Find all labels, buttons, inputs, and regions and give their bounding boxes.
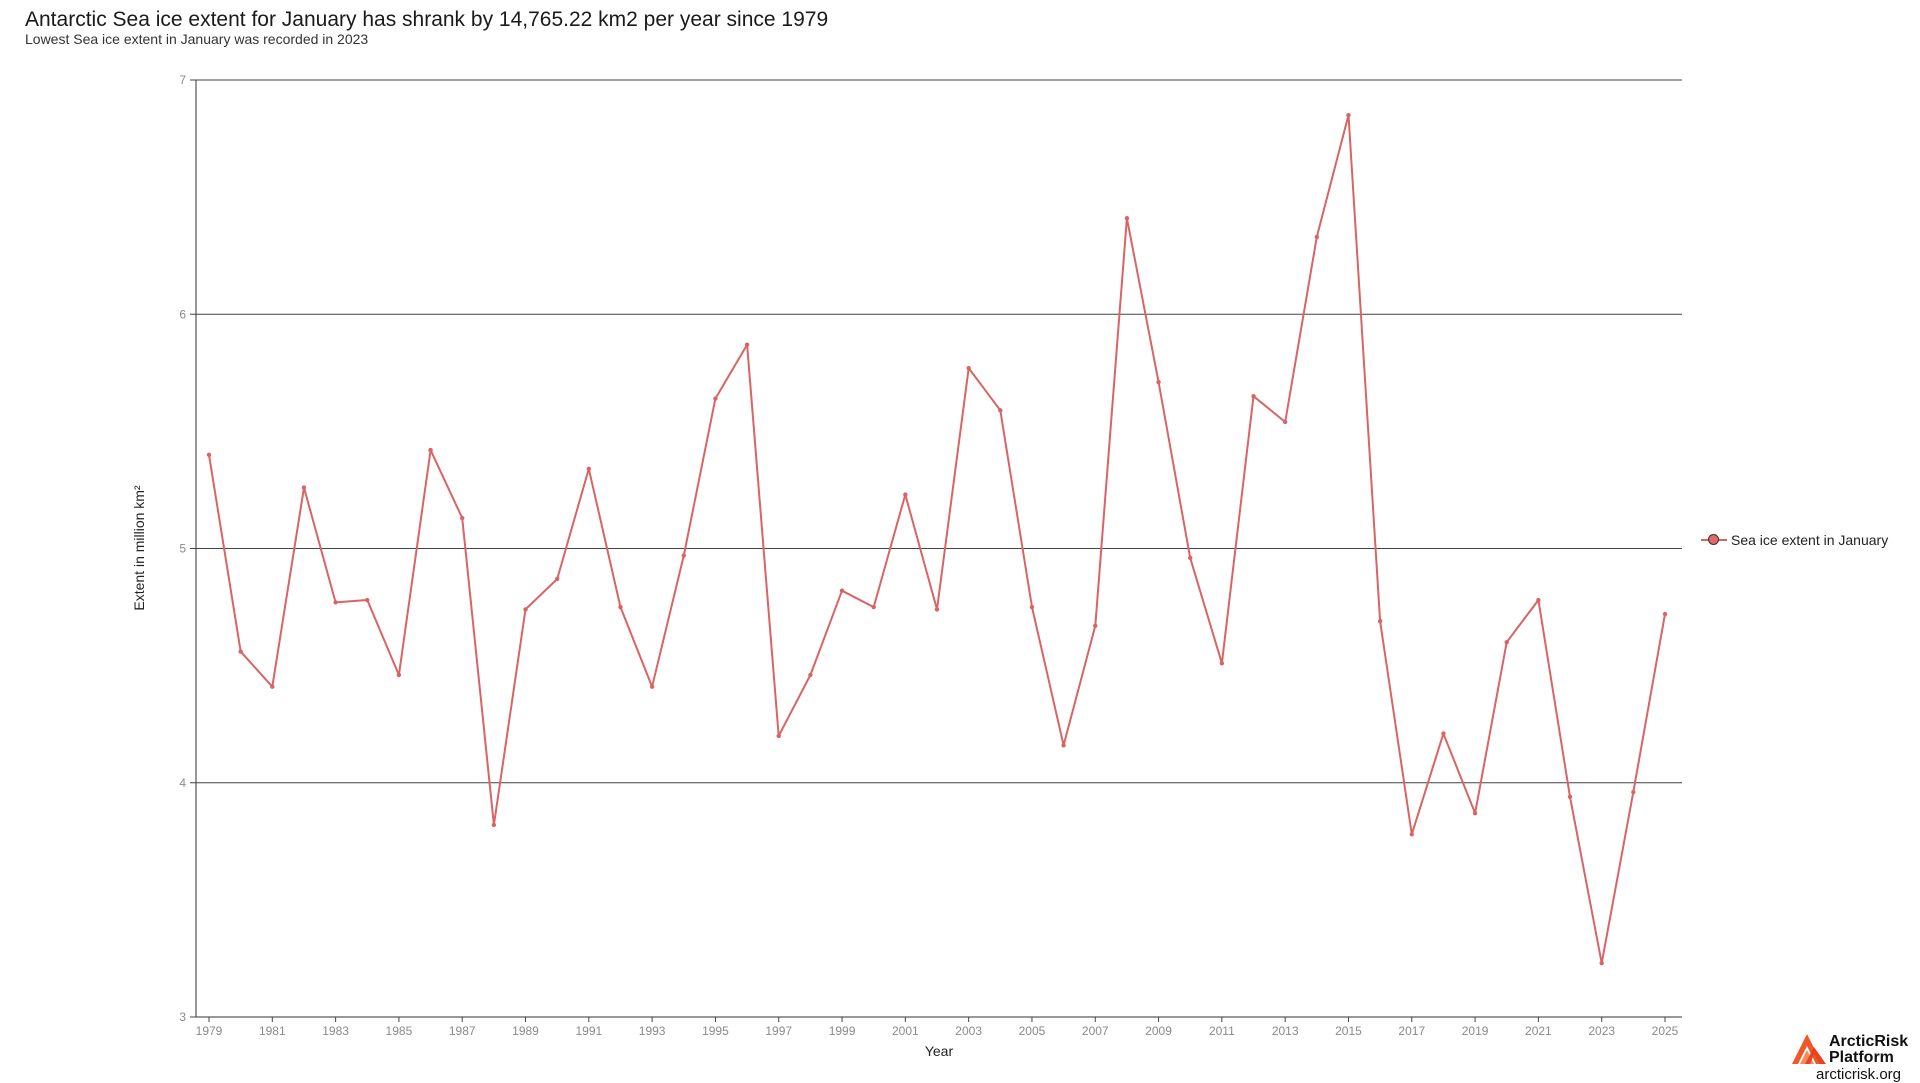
data-point[interactable] [1504,640,1509,645]
brand-name-line-2: Platform [1829,1049,1894,1066]
x-tick-label: 1993 [639,1024,666,1038]
x-axis-label: Year [925,1043,954,1059]
data-point[interactable] [1599,960,1604,966]
data-point[interactable] [998,408,1003,413]
x-tick-label: 1985 [386,1024,413,1038]
x-tick-label: 2009 [1145,1024,1172,1038]
data-point[interactable] [333,600,338,605]
data-point[interactable] [808,672,813,678]
x-tick-label: 1981 [259,1024,286,1038]
data-point[interactable] [365,597,370,603]
x-tick-label: 1991 [575,1024,602,1038]
data-point[interactable] [1536,597,1541,603]
y-axis-label: Extent in million km² [131,485,147,611]
chart-subtitle: Lowest Sea ice extent in January was rec… [25,31,369,47]
data-point[interactable] [903,492,908,497]
x-tick-label: 2019 [1462,1024,1489,1038]
data-point[interactable] [649,684,655,689]
data-point[interactable] [238,649,243,654]
data-point[interactable] [586,466,592,472]
data-point[interactable] [871,604,876,610]
x-tick-label: 2003 [955,1024,982,1038]
data-point[interactable] [1377,618,1383,624]
data-point[interactable] [206,452,212,457]
data-point[interactable] [776,733,781,739]
data-point[interactable] [428,447,433,453]
x-tick-label: 2001 [892,1024,919,1038]
data-point[interactable] [744,342,750,347]
x-tick-label: 2017 [1398,1024,1425,1038]
data-point[interactable] [491,822,497,828]
data-point[interactable] [1251,394,1256,399]
data-point[interactable] [713,396,718,401]
data-point[interactable] [1472,811,1478,816]
x-tick-label: 1995 [702,1024,729,1038]
data-point[interactable] [1282,419,1288,425]
data-point[interactable] [1346,112,1351,118]
x-tick-label: 2015 [1335,1024,1362,1038]
data-point[interactable] [1567,794,1573,800]
data-point[interactable] [523,607,528,612]
x-tick-label: 2013 [1272,1024,1299,1038]
data-point[interactable] [681,553,686,558]
x-tick-label: 1997 [765,1024,792,1038]
x-tick-label: 1979 [196,1024,223,1038]
data-point[interactable] [1314,234,1320,240]
data-point[interactable] [1441,731,1446,736]
data-point[interactable] [839,588,845,593]
data-point[interactable] [934,607,940,612]
x-tick-label: 2011 [1209,1024,1235,1038]
legend-label: Sea ice extent in January [1731,532,1889,548]
brand-logo[interactable]: ArcticRisk Platform arcticrisk.org [1791,1033,1920,1083]
x-tick-label: 1983 [322,1024,349,1038]
x-axis-ticks: 1979 1981 1983 1985 1987 1989 1991 1993 1995 1997… [196,1017,1679,1038]
x-tick-label: 2007 [1082,1024,1109,1038]
x-tick-label: 1987 [449,1024,476,1038]
data-point[interactable] [1029,604,1035,610]
data-point[interactable] [618,604,623,610]
y-axis-ticks: 3 4 5 6 7 [179,73,196,1024]
x-tick-label: 1999 [829,1024,856,1038]
y-tick-label: 7 [179,73,186,87]
data-point[interactable] [1061,743,1066,748]
y-tick-label: 3 [179,1010,186,1024]
y-tick-label: 5 [179,542,186,556]
data-point[interactable] [1631,789,1636,795]
data-point[interactable] [966,365,971,371]
data-point[interactable] [1409,832,1414,837]
data-point[interactable] [1124,216,1130,221]
data-point[interactable] [1219,661,1225,666]
data-point[interactable] [1662,611,1668,617]
y-tick-label: 6 [179,307,186,321]
data-point[interactable] [301,485,307,490]
data-point[interactable] [1188,555,1193,561]
chart-title: Antarctic Sea ice extent for January has… [25,8,829,31]
y-tick-label: 4 [179,776,186,790]
gridlines [196,79,1682,784]
data-point[interactable] [396,672,402,678]
arcticrisk-logo-icon [1792,1034,1826,1064]
x-tick-label: 1989 [512,1024,539,1038]
data-point[interactable] [1093,623,1098,629]
x-tick-label: 2021 [1525,1024,1552,1038]
x-tick-label: 2005 [1019,1024,1046,1038]
brand-name-line-1: ArcticRisk [1829,1033,1909,1050]
data-point[interactable] [554,576,560,582]
series-group [206,112,1668,966]
data-point[interactable] [1156,379,1161,385]
legend-swatch [1701,534,1727,546]
series-line [208,114,1666,965]
data-point[interactable] [460,515,465,521]
legend[interactable]: Sea ice extent in January [1701,532,1888,548]
x-tick-label: 2025 [1652,1024,1679,1038]
brand-url: arcticrisk.org [1816,1066,1902,1083]
data-point[interactable] [270,684,275,689]
x-tick-label: 2023 [1588,1024,1615,1038]
